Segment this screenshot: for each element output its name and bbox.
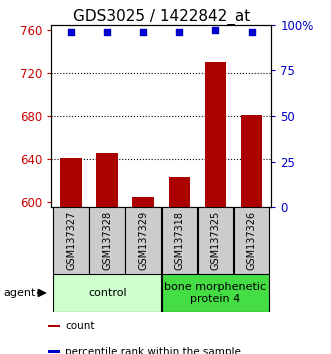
Point	[213, 27, 218, 33]
Text: control: control	[88, 288, 126, 298]
Text: bone morphenetic
protein 4: bone morphenetic protein 4	[165, 282, 266, 304]
Bar	[89, 207, 125, 274]
Text: percentile rank within the sample: percentile rank within the sample	[66, 347, 241, 354]
Point	[105, 29, 110, 35]
Text: GSM137329: GSM137329	[138, 211, 148, 270]
Bar	[205, 62, 226, 207]
Bar	[125, 207, 161, 274]
Text: GSM137327: GSM137327	[66, 211, 76, 270]
Point	[177, 29, 182, 35]
Bar	[168, 177, 190, 207]
Bar	[53, 274, 161, 312]
Bar	[48, 325, 60, 327]
Text: GSM137326: GSM137326	[247, 211, 257, 270]
Bar	[198, 207, 233, 274]
Point	[249, 29, 254, 35]
Bar	[241, 115, 262, 207]
Text: GSM137325: GSM137325	[211, 211, 220, 270]
Point	[69, 29, 74, 35]
Bar	[96, 154, 118, 207]
Bar	[60, 158, 82, 207]
Bar	[162, 207, 197, 274]
Text: GSM137318: GSM137318	[174, 211, 184, 270]
Bar	[132, 198, 154, 207]
Bar	[162, 274, 269, 312]
Text: agent: agent	[3, 288, 36, 298]
Title: GDS3025 / 1422842_at: GDS3025 / 1422842_at	[73, 8, 250, 25]
Point	[141, 29, 146, 35]
Bar	[53, 207, 89, 274]
Bar	[48, 350, 60, 353]
Text: count: count	[66, 321, 95, 331]
Text: GSM137328: GSM137328	[102, 211, 112, 270]
Bar	[234, 207, 269, 274]
